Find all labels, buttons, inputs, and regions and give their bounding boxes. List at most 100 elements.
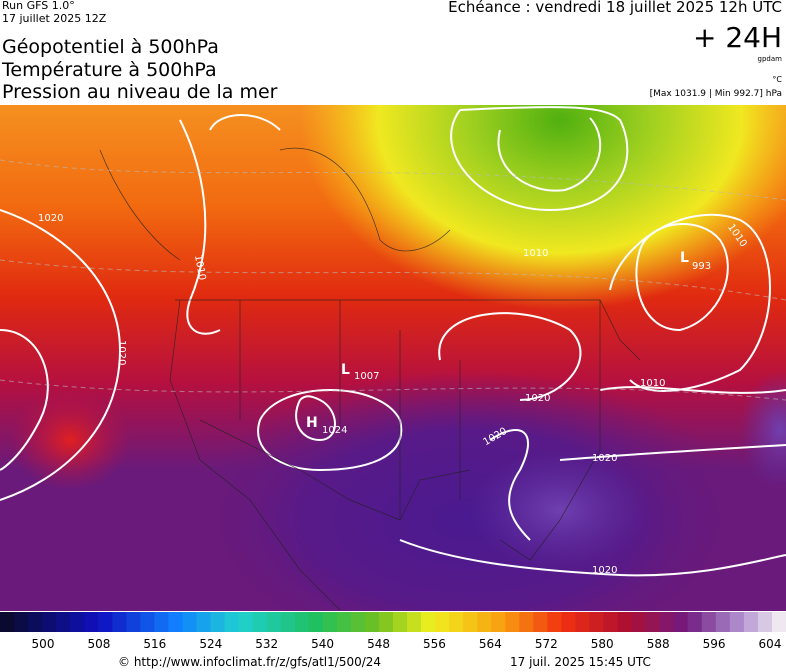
title: Géopotentiel à 500hPa <box>2 36 219 58</box>
colorbar-tick-label: 548 <box>367 637 390 651</box>
isobar-label: 1010 <box>640 378 665 389</box>
colorbar-tick-label: 572 <box>535 637 558 651</box>
pressure-label: 1007 <box>354 371 379 382</box>
title: Température à 500hPa <box>2 59 217 81</box>
colorbar-swatch <box>743 612 759 632</box>
colorbar-swatch <box>0 612 15 632</box>
run-date: 17 juillet 2025 12Z <box>2 12 107 25</box>
colorbar-swatch <box>561 612 576 632</box>
colorbar-swatch <box>491 612 506 632</box>
colorbar-swatch <box>449 612 464 632</box>
high-marker: H <box>306 415 318 431</box>
colorbar-swatch <box>126 612 141 632</box>
colorbar-swatch <box>673 612 689 632</box>
colorbar-swatch <box>294 612 310 632</box>
colorbar-swatch <box>701 612 717 632</box>
unit: gpdam <box>757 55 782 63</box>
colorbar-swatch <box>729 612 745 632</box>
colorbar-tick-label: 564 <box>479 637 502 651</box>
colorbar-swatch <box>477 612 492 632</box>
colorbar-swatch <box>378 612 394 632</box>
colorbar-swatch <box>575 612 590 632</box>
colorbar-swatch <box>407 612 422 632</box>
colorbar-swatch <box>252 612 268 632</box>
colorbar-swatch <box>505 612 520 632</box>
colorbar-swatch <box>617 612 633 632</box>
colorbar-swatch <box>533 612 548 632</box>
colorbar-swatch <box>435 612 450 632</box>
colorbar-swatch <box>463 612 478 632</box>
colorbar-swatch <box>112 612 127 632</box>
colorbar-swatch <box>336 612 352 632</box>
colorbar-tick-label: 500 <box>32 637 55 651</box>
colorbar-swatch <box>645 612 661 632</box>
colorbar-swatch <box>210 612 226 632</box>
colorbar-swatch <box>98 612 113 632</box>
colorbar-swatch <box>589 612 605 632</box>
isobar-label: 1020 <box>38 213 63 224</box>
colorbar-swatch <box>687 612 703 632</box>
colorbar-swatch <box>547 612 562 632</box>
colorbar-swatch <box>238 612 254 632</box>
colorbar-swatch <box>42 612 57 632</box>
low-marker: L <box>341 362 350 378</box>
colorbar-swatch <box>603 612 619 632</box>
low-marker: L <box>680 250 689 266</box>
colorbar-tick-label: 540 <box>311 637 334 651</box>
pressure-range: [Max 1031.9 | Min 992.7] hPa <box>649 89 782 99</box>
colorbar-swatch <box>421 612 436 632</box>
isobar-label: 1010 <box>192 254 207 281</box>
colorbar-swatch <box>364 612 380 632</box>
colorbar-swatch <box>14 612 29 632</box>
colorbar-swatch <box>757 612 773 632</box>
colorbar-tick-label: 524 <box>199 637 222 651</box>
isobar-label: 1020 <box>592 565 617 576</box>
colorbar-swatch <box>280 612 296 632</box>
pressure-label: 1024 <box>322 425 347 436</box>
isobar-label: 1020 <box>592 453 617 464</box>
isobar-label: 1010 <box>523 248 548 259</box>
lead: + 24H <box>692 21 782 54</box>
valid-time: Echéance : vendredi 18 juillet 2025 12h … <box>448 0 782 16</box>
colorbar-swatch <box>70 612 85 632</box>
title: Pression au niveau de la mer <box>2 81 278 103</box>
pressure-label: 993 <box>692 261 711 272</box>
borders <box>99 147 641 611</box>
colorbar-tick-label: 516 <box>143 637 166 651</box>
generated: 17 juil. 2025 15:45 UTC <box>510 655 651 669</box>
colorbar-tick-label: 588 <box>647 637 670 651</box>
isobar-label: 1020 <box>525 393 550 404</box>
colorbar-swatch <box>56 612 71 632</box>
run: Run GFS 1.0° <box>2 0 75 12</box>
colorbar-swatch <box>308 612 324 632</box>
source: © http://www.infoclimat.fr/z/gfs/atl1/50… <box>118 655 382 669</box>
isobar-label: 1020 <box>116 340 127 365</box>
colorbar-swatch <box>519 612 534 632</box>
colorbar-swatch <box>168 612 183 632</box>
colorbar-swatch <box>28 612 43 632</box>
colorbar-swatch <box>631 612 647 632</box>
colorbar-tick-label: 580 <box>591 637 614 651</box>
colorbar-tick-label: 532 <box>255 637 278 651</box>
colorbar-tick-label: 604 <box>759 637 782 651</box>
colorbar-swatch <box>322 612 338 632</box>
colorbar-swatch <box>393 612 408 632</box>
isobars <box>0 106 786 577</box>
colorbar-swatch <box>84 612 99 632</box>
colorbar-tick-label: 556 <box>423 637 446 651</box>
colorbar-tick-label: 596 <box>703 637 726 651</box>
colorbar-tick-label: 508 <box>87 637 110 651</box>
colorbar-swatch <box>196 612 212 632</box>
unit: °C <box>772 75 782 84</box>
colorbar-swatch <box>224 612 240 632</box>
colorbar-swatch <box>350 612 366 632</box>
colorbar-swatch <box>182 612 197 632</box>
colorbar: 500 508 516 524 532 540 548 556 564 572 580 588 596 6… <box>0 612 786 651</box>
colorbar-swatch <box>771 612 786 632</box>
colorbar-swatch <box>266 612 282 632</box>
colorbar-swatch <box>659 612 675 632</box>
height-contours <box>0 159 786 401</box>
